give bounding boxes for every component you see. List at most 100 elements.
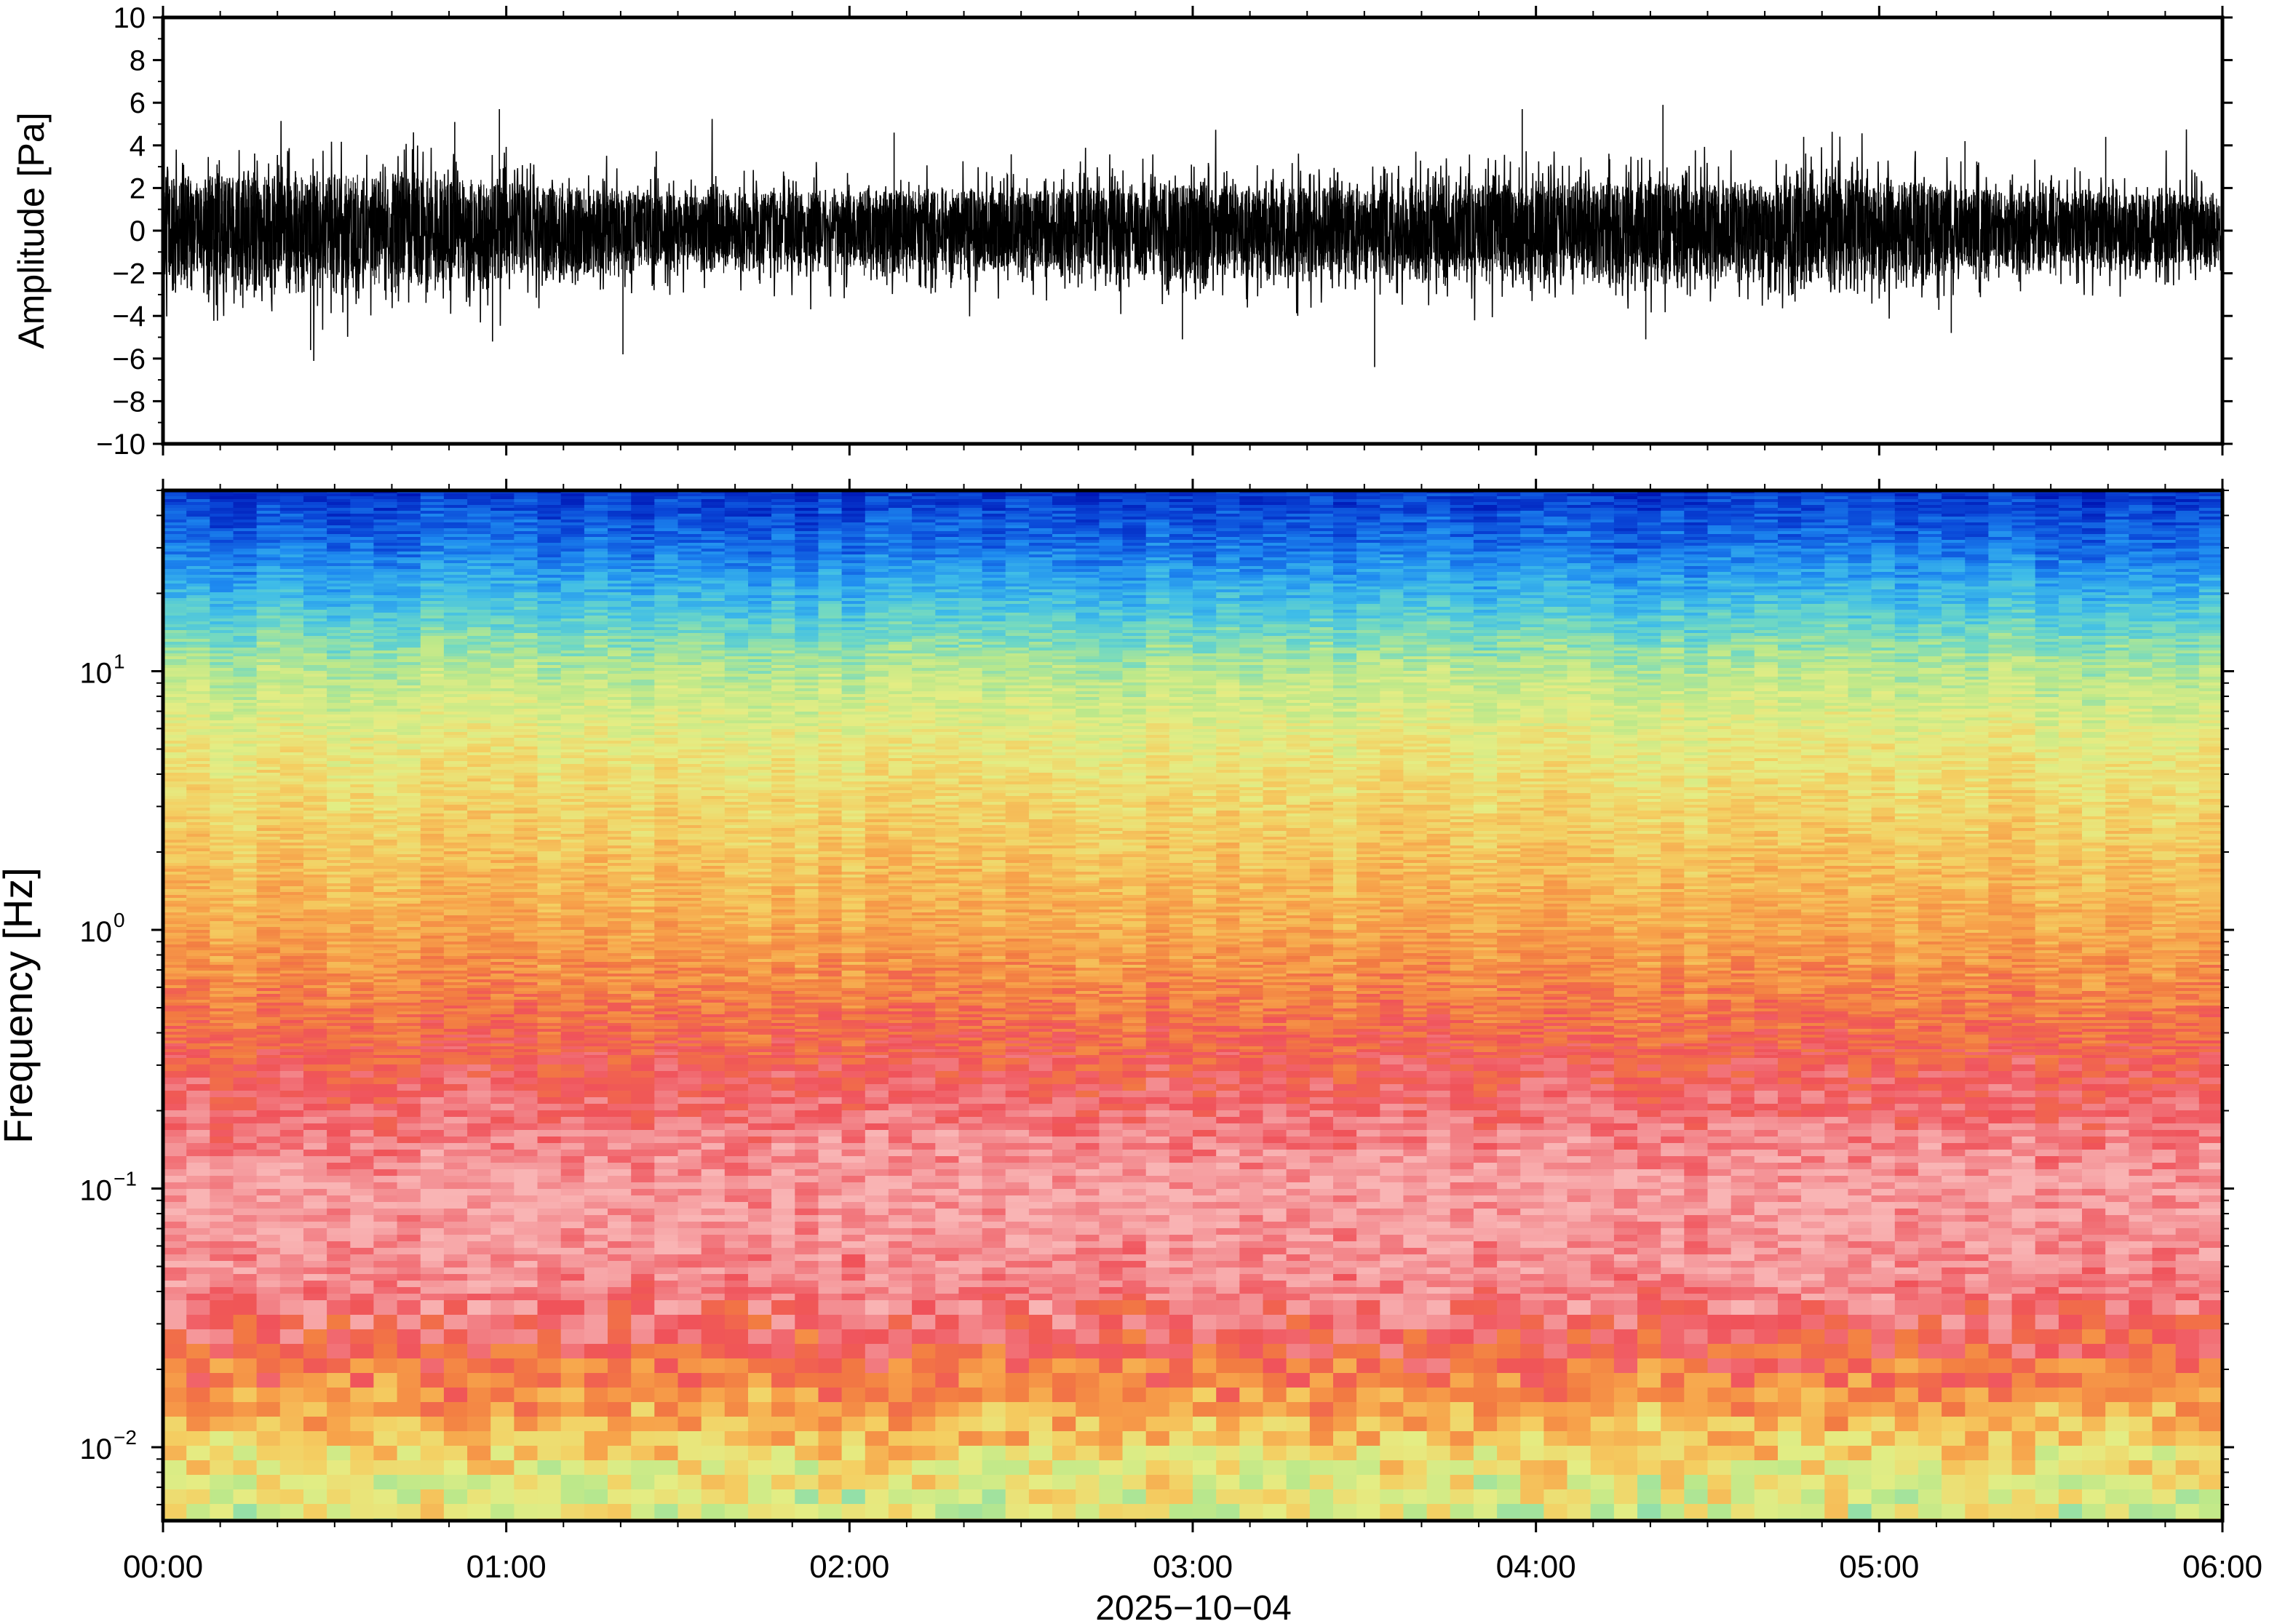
spectrogram-cell — [2035, 560, 2059, 564]
spectrogram-cell — [1543, 514, 1568, 517]
spectrogram-cell — [1380, 525, 1404, 529]
spectrogram-cell — [912, 528, 936, 532]
spectrogram-cell — [163, 531, 187, 535]
spectrogram-cell — [608, 557, 632, 561]
spectrogram-cell — [1801, 520, 1825, 523]
spectrogram-cell — [1426, 560, 1451, 564]
spectrogram-cell — [865, 493, 889, 497]
spectrogram-cell — [210, 534, 234, 538]
spectrogram-cell — [2152, 493, 2177, 497]
spectrogram-cell — [1052, 502, 1076, 506]
spectrogram-cell — [724, 537, 749, 541]
spectrogram-cell — [2175, 557, 2200, 561]
spectrogram-cell — [327, 508, 351, 512]
spectrogram-cell — [233, 505, 258, 509]
spectrogram-cell — [1730, 517, 1755, 520]
spectrogram-cell — [1613, 520, 1638, 523]
spectrogram-cell — [1145, 528, 1170, 532]
spectrogram-cell — [912, 514, 936, 517]
spectrogram-cell — [2175, 528, 2200, 532]
spectrogram-cell — [724, 525, 749, 529]
spectrogram-cell — [1076, 496, 1100, 500]
spectrogram-cell — [584, 502, 608, 506]
spectrogram-cell — [467, 534, 491, 538]
spectrogram-cell — [490, 540, 514, 544]
spectrogram-cell — [677, 540, 702, 544]
spectrogram-cell — [1871, 557, 1896, 561]
spectrogram-cell — [537, 554, 562, 558]
spectrogram-cell — [1590, 552, 1615, 555]
spectrogram-cell — [1754, 502, 1779, 506]
spectrogram-cell — [1076, 520, 1100, 523]
spectrogram-cell — [2105, 554, 2129, 558]
spectrogram-cell — [1076, 522, 1100, 526]
spectrogram-cell — [373, 493, 398, 497]
spectrogram-cell — [2152, 520, 2177, 523]
spectrogram-cell — [279, 517, 304, 520]
spectrogram-cell — [1824, 514, 1849, 517]
spectrogram-cell — [1426, 546, 1451, 549]
spectrogram-cell — [2105, 560, 2129, 564]
spectrogram-cell — [1193, 502, 1217, 506]
spectrogram-cell — [2011, 560, 2036, 564]
spectrogram-cell — [467, 560, 491, 564]
spectrogram-cell — [1333, 554, 1357, 558]
spectrogram-cell — [163, 493, 187, 497]
spectrogram-cell — [1965, 552, 1990, 555]
spectrogram-cell — [1918, 531, 1942, 535]
spectrogram-cell — [888, 493, 913, 497]
spectrogram-cell — [1193, 543, 1217, 546]
spectrogram-cell — [2129, 537, 2153, 541]
spectrogram-cell — [256, 563, 281, 567]
spectrogram-cell — [982, 540, 1006, 544]
spectrogram-cell — [1169, 505, 1193, 509]
spectrogram-cell — [1988, 537, 2013, 541]
spectrogram-cell — [467, 540, 491, 544]
spectrogram-cell — [1707, 554, 1732, 558]
spectrogram-cell — [1871, 520, 1896, 523]
spectrogram-cell — [210, 557, 234, 561]
spectrogram-cell — [912, 499, 936, 503]
spectrogram-cell — [1637, 531, 1661, 535]
spectrogram-cell — [1450, 493, 1474, 497]
spectrogram-cell — [1707, 508, 1732, 512]
spectrogram-cell — [1684, 522, 1709, 526]
spectrogram-cell — [608, 543, 632, 546]
spectrogram-cell — [1263, 528, 1287, 532]
spectrogram-cell — [1754, 543, 1779, 546]
spectrogram-cell — [1637, 508, 1661, 512]
spectrogram-cell — [841, 499, 866, 503]
spectrogram-cell — [1684, 546, 1709, 549]
spectrogram-cell — [467, 520, 491, 523]
spectrogram-cell — [1380, 517, 1404, 520]
spectrogram-cell — [795, 543, 819, 546]
spectrogram-cell — [841, 557, 866, 561]
spectrogram-cell — [701, 528, 726, 532]
spectrogram-cell — [1497, 505, 1521, 509]
spectrogram-cell — [1380, 534, 1404, 538]
spectrogram-cell — [1707, 543, 1732, 546]
spectrogram-cell — [1122, 540, 1147, 544]
spectrogram-cell — [1684, 499, 1709, 503]
spectrogram-cell — [818, 511, 843, 514]
amplitude-tick-label: −8 — [112, 386, 146, 418]
spectrogram-cell — [397, 537, 421, 541]
spectrogram-cell — [935, 549, 960, 552]
spectrogram-cell — [841, 560, 866, 564]
spectrogram-cell — [841, 543, 866, 546]
spectrogram-cell — [795, 557, 819, 561]
spectrogram-cell — [1286, 517, 1311, 520]
spectrogram-cell — [771, 531, 795, 535]
spectrogram-cell — [163, 549, 187, 552]
spectrogram-cell — [1801, 540, 1825, 544]
spectrogram-cell — [677, 514, 702, 517]
spectrogram-cell — [1028, 534, 1053, 538]
spectrogram-cell — [1520, 520, 1544, 523]
spectrogram-cell — [1801, 508, 1825, 512]
spectrogram-cell — [233, 560, 258, 564]
spectrogram-cell — [1543, 540, 1568, 544]
spectrogram-cell — [1028, 514, 1053, 517]
spectrogram-cell — [748, 557, 772, 561]
spectrogram-cell — [1380, 560, 1404, 564]
spectrogram-cell — [818, 534, 843, 538]
